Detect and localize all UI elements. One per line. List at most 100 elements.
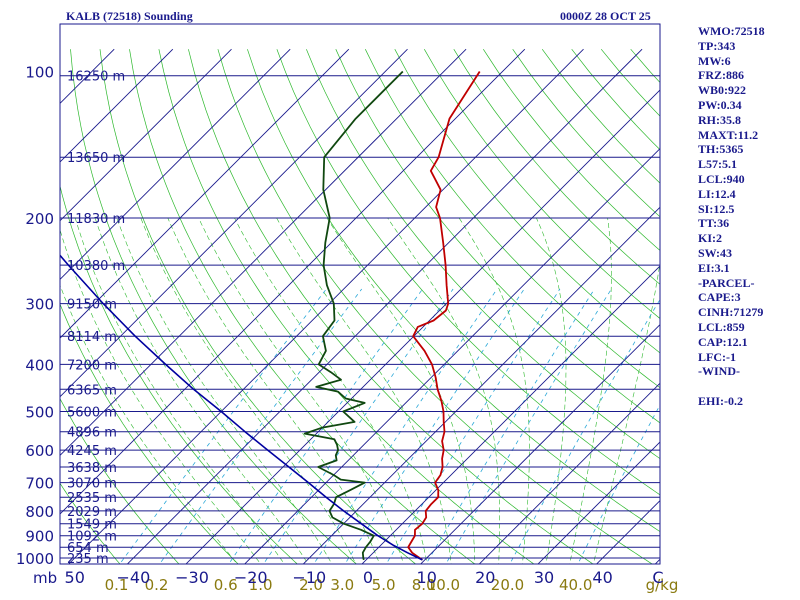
- isotherm: [60, 48, 467, 457]
- index-item: FRZ:886: [698, 68, 744, 83]
- mixing-unit-label: g/kg: [646, 576, 679, 594]
- height-label: 3070 m: [67, 477, 117, 492]
- index-item: [698, 379, 765, 394]
- pressure-label: 200: [25, 210, 54, 228]
- mixing-ratio-line: [425, 288, 595, 564]
- isotherm: [126, 48, 643, 564]
- moist-adiabat: [140, 217, 357, 564]
- height-label: 16250 m: [67, 70, 125, 85]
- dry-adiabat: [60, 397, 180, 564]
- index-item: MAXT:11.2: [698, 127, 759, 142]
- index-item: TH:5365: [698, 142, 744, 157]
- mixing-ratio-label: 5.0: [372, 576, 396, 594]
- index-item: CAPE:3: [698, 290, 741, 305]
- height-label: 7200 m: [67, 358, 117, 373]
- parcel-trace: [60, 254, 423, 561]
- pressure-label: 600: [25, 442, 54, 460]
- isotherm: [60, 48, 408, 398]
- temperature-tick-label: −10: [292, 568, 326, 587]
- moist-adiabat: [60, 228, 262, 564]
- pressure-label: 500: [25, 404, 54, 422]
- mixing-ratio-label: 3.0: [330, 576, 354, 594]
- index-item: -WIND-: [698, 364, 740, 379]
- index-item: SI:12.5: [698, 201, 735, 216]
- index-item: CINH:71279: [698, 305, 764, 320]
- moist-adiabat: [593, 260, 660, 564]
- mixing-ratio-label: 8.0: [412, 576, 436, 594]
- height-label: 6365 m: [67, 383, 117, 398]
- moist-adiabat: [326, 217, 476, 564]
- index-item: L57:5.1: [698, 157, 737, 172]
- indices-panel: WMO:72518 TP:343 MW:6 FRZ:886 WB0:922 PW:0.34…: [698, 24, 765, 409]
- pressure-label: 1000: [16, 550, 54, 568]
- moist-adiabat: [116, 217, 333, 564]
- temperature-tick-label: 0: [363, 568, 373, 587]
- index-item: PW:0.34: [698, 97, 742, 112]
- chart-labels: 0.1 0.2 0.6 1.0 2.0 3.0 5.0 8.010.0 20.0 40.0 g/kg…: [16, 23, 679, 594]
- mixing-ratio-label: 1.0: [249, 576, 273, 594]
- isotherm: [68, 48, 584, 564]
- pressure-unit-label: mb: [33, 569, 57, 587]
- mixing-ratio-line: [262, 288, 454, 564]
- mixing-ratio-label: 10.0: [427, 576, 460, 594]
- height-label: 2535 m: [67, 491, 117, 506]
- isotherm: [60, 48, 291, 281]
- sounding-timestamp: 0000Z 28 OCT 25: [560, 9, 651, 23]
- index-item: MW:6: [698, 53, 731, 68]
- mixing-ratio-line: [385, 288, 561, 564]
- temperature-trace: [407, 71, 481, 561]
- temperature-tick-label: −30: [175, 568, 209, 587]
- chart-traces: [60, 70, 481, 561]
- temperature-unit-label: C: [652, 568, 663, 587]
- mixing-ratio-label: 2.0: [299, 576, 323, 594]
- mixing-ratio-label: 20.0: [491, 576, 524, 594]
- moist-adiabat: [387, 217, 500, 564]
- height-label: 235 m: [67, 552, 109, 567]
- pressure-label: 300: [25, 296, 54, 314]
- pressure-label: 100: [25, 64, 54, 82]
- mixing-ratio-line: [159, 288, 363, 564]
- index-item: EHI:-0.2: [698, 393, 743, 408]
- moist-adiabat: [94, 217, 309, 564]
- station-title: KALB (72518) Sounding: [66, 9, 193, 23]
- moist-adiabat: [198, 217, 404, 564]
- mixing-ratio-line: [445, 288, 612, 564]
- index-item: CAP:12.1: [698, 334, 748, 349]
- height-label: 2029 m: [67, 505, 117, 520]
- temperature-tick-label: −20: [234, 568, 268, 587]
- moist-adiabat: [276, 217, 452, 564]
- isotherm: [361, 265, 660, 564]
- dry-adiabat: [60, 303, 239, 564]
- temperature-tick-label: 40: [592, 568, 612, 587]
- height-label: 1092 m: [67, 530, 117, 545]
- mixing-ratio-line: [313, 288, 498, 564]
- mixing-ratio-label: 0.1: [105, 576, 129, 594]
- pressure-label: 400: [25, 356, 54, 374]
- index-item: WMO:72518: [698, 24, 765, 38]
- temperature-tick-label: 20: [475, 568, 495, 587]
- index-item: LI:12.4: [698, 186, 736, 201]
- mixing-ratio-label: 0.2: [145, 576, 169, 594]
- height-label: 4896 m: [67, 426, 117, 441]
- isotherm: [420, 324, 660, 564]
- height-label: 13650 m: [67, 151, 125, 166]
- pressure-label: 900: [25, 528, 54, 546]
- index-item: LCL:940: [698, 171, 745, 186]
- height-label: 11830 m: [67, 212, 125, 227]
- isotherm: [302, 206, 660, 564]
- plot-frame: [59, 23, 661, 565]
- index-item: SW:43: [698, 245, 733, 260]
- moist-adiabat: [74, 217, 285, 564]
- temperature-tick-label: −40: [117, 568, 151, 587]
- index-item: TP:343: [698, 38, 736, 53]
- temperature-tick-label: 10: [417, 568, 437, 587]
- isotherm: [60, 48, 526, 515]
- isotherm: [537, 441, 660, 564]
- isotherm: [60, 48, 232, 222]
- index-item: LFC:-1: [698, 349, 736, 364]
- index-item: EI:3.1: [698, 260, 730, 275]
- temperature-tick-label: 30: [534, 568, 554, 587]
- index-item: RH:35.8: [698, 112, 741, 127]
- isotherm: [60, 48, 350, 339]
